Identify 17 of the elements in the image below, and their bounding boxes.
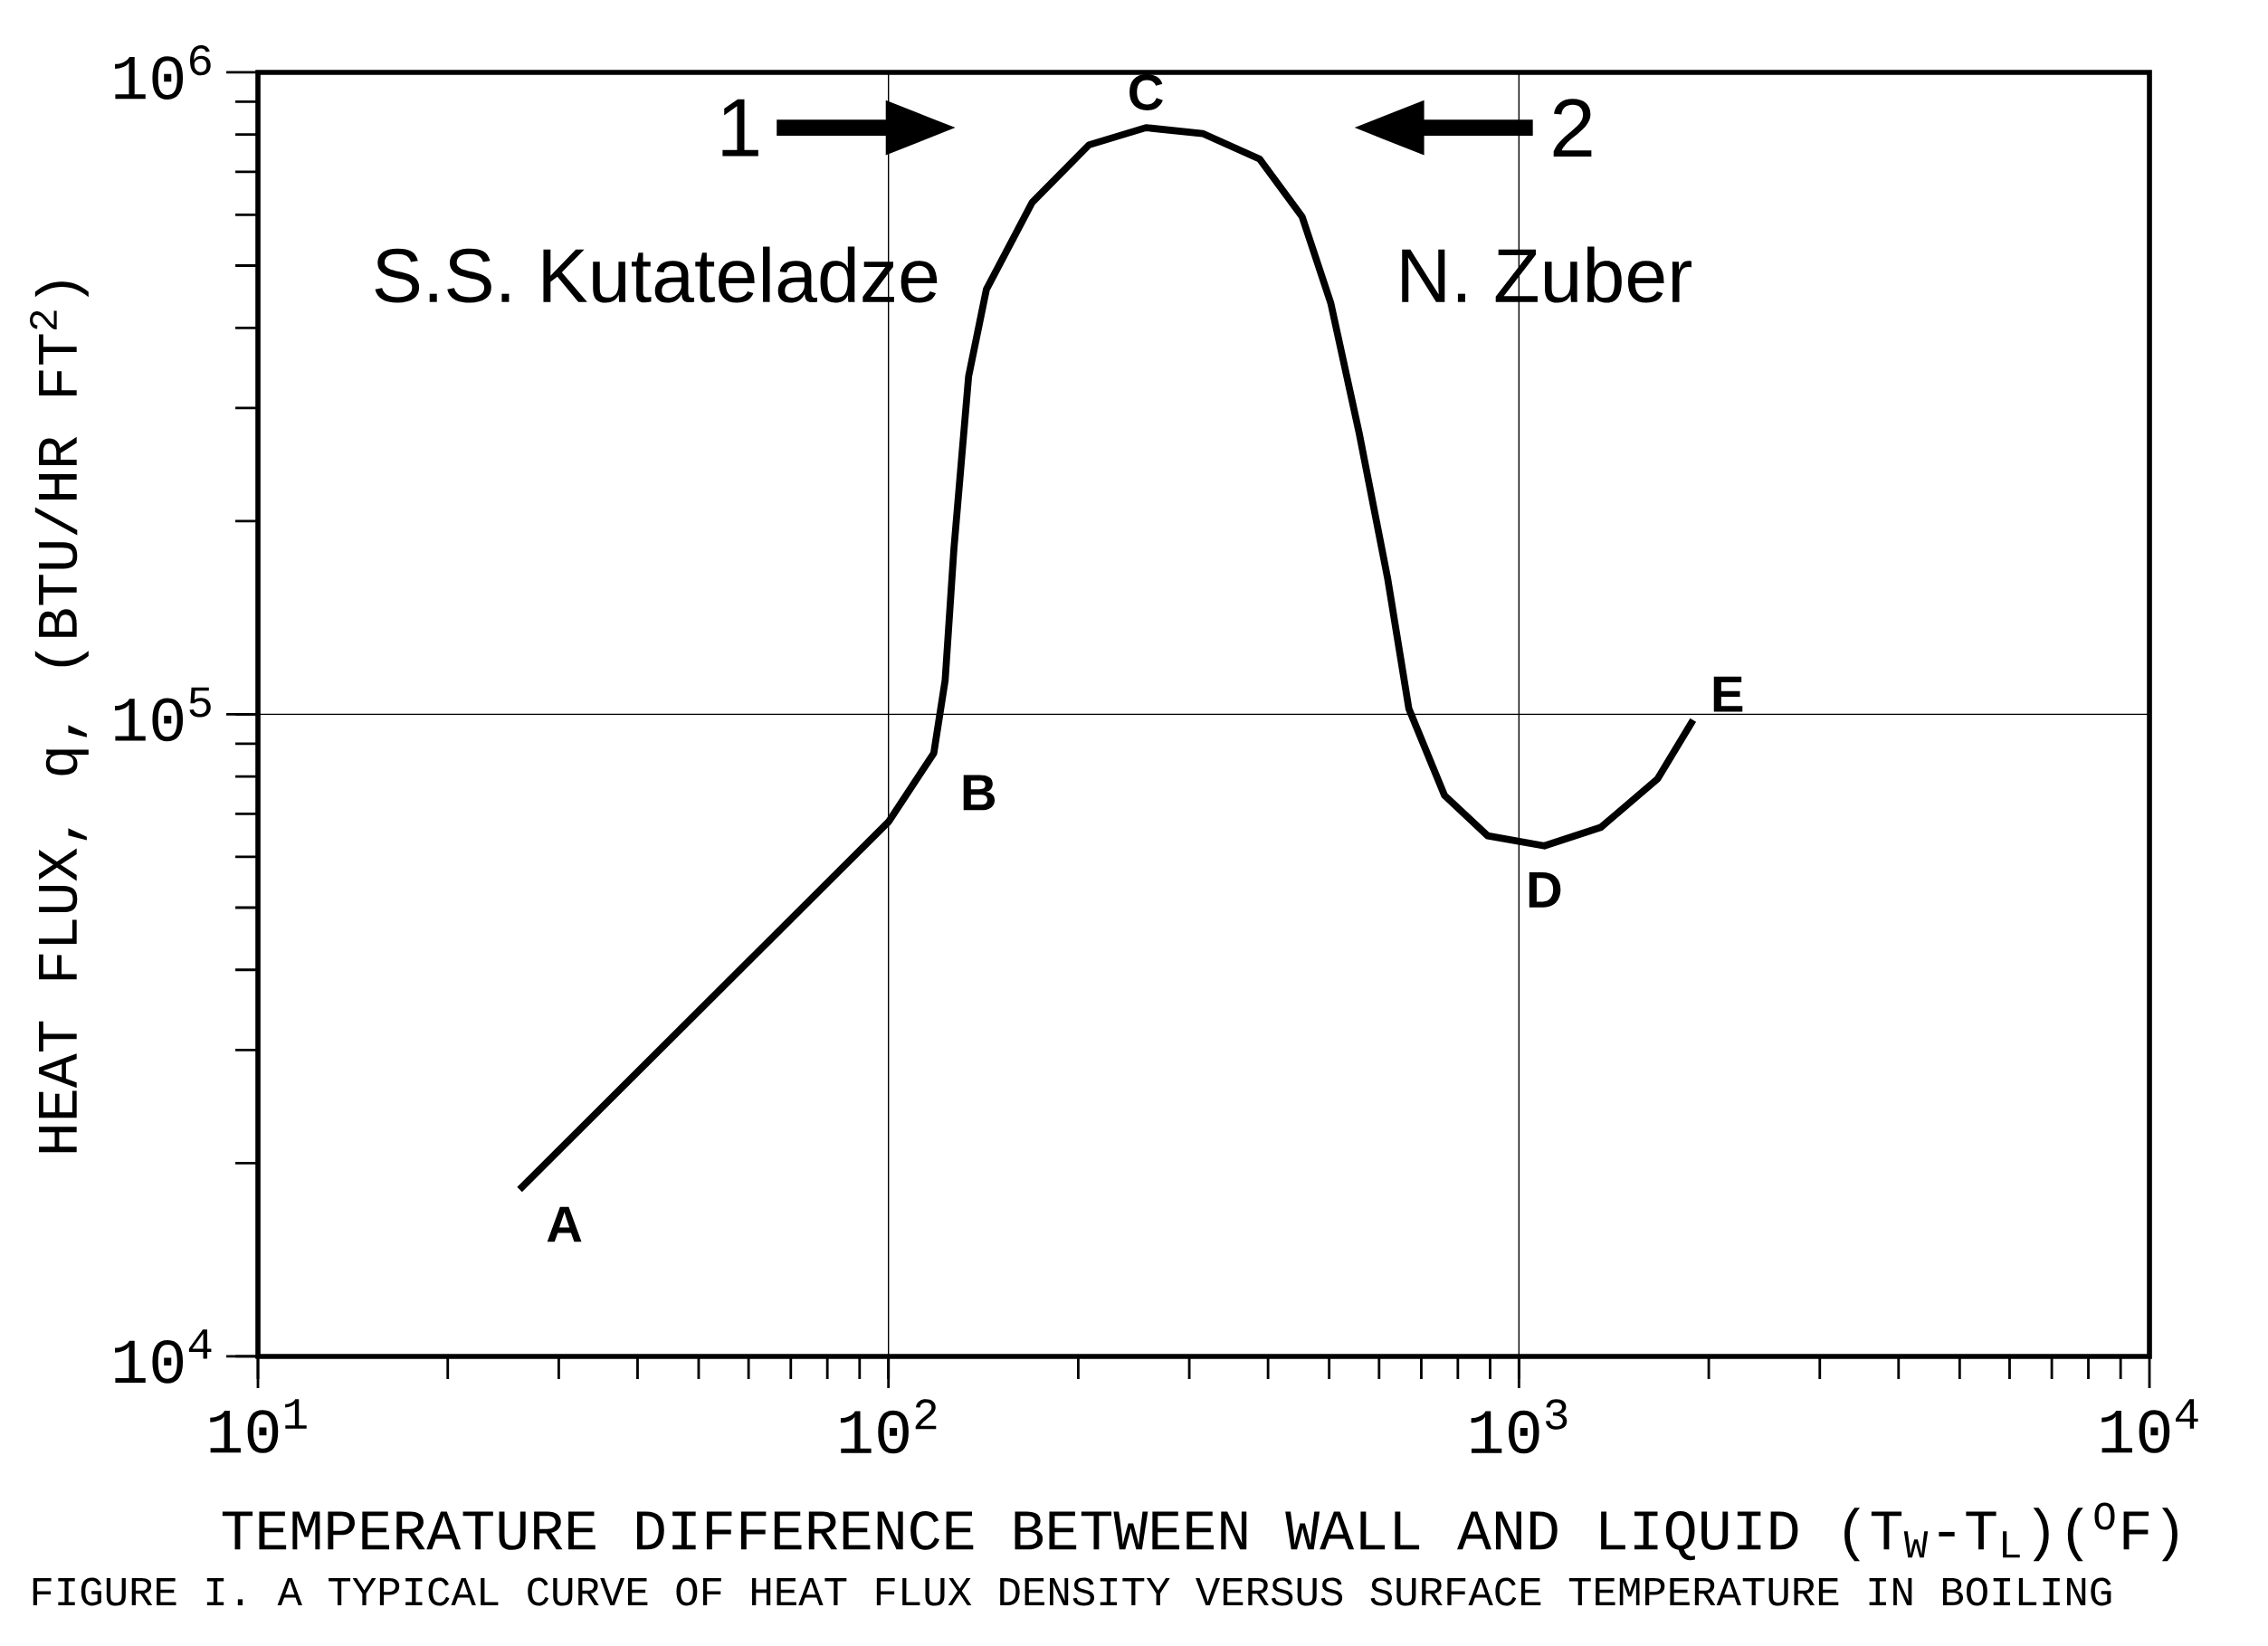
y-tick-label: 10$^{6}$ [115,44,211,100]
x-tick-label: 10$^{1}$ [210,1399,307,1453]
annotation: D [1529,871,1561,908]
annotation: 1 [722,99,758,157]
y-tick-label: 10$^{5}$ [115,687,211,742]
text: FIGURE I. A TYPICAL CURVE OF HEAT FLUX DENSITY VERSUS SURFACE TEMPERATURE IN BOILING [33,1577,2111,1606]
annotation: C [1129,74,1163,110]
annotation: 2 [1553,99,1592,157]
x-tick-label: 10$^{3}$ [1471,1399,1568,1454]
x-axis-title: TEMPERATURE DIFFERENCE BETWEEN WALL AND LIQUID (T$_{W}$-T$_{L}$)($^{O}$F) [222,1502,2177,1562]
y-tick-label: 10$^{4}$ [115,1329,212,1384]
annotation: A [547,1206,582,1242]
annotation: B [963,775,996,811]
x-tick-label: 10$^{4}$ [2101,1399,2198,1453]
annotation: E [1713,676,1743,712]
y-axis-title: HEAT FLUX, q, (BTU/HR FT$^{2}$) [30,281,89,1153]
x-tick-label: 10$^{2}$ [840,1399,937,1454]
